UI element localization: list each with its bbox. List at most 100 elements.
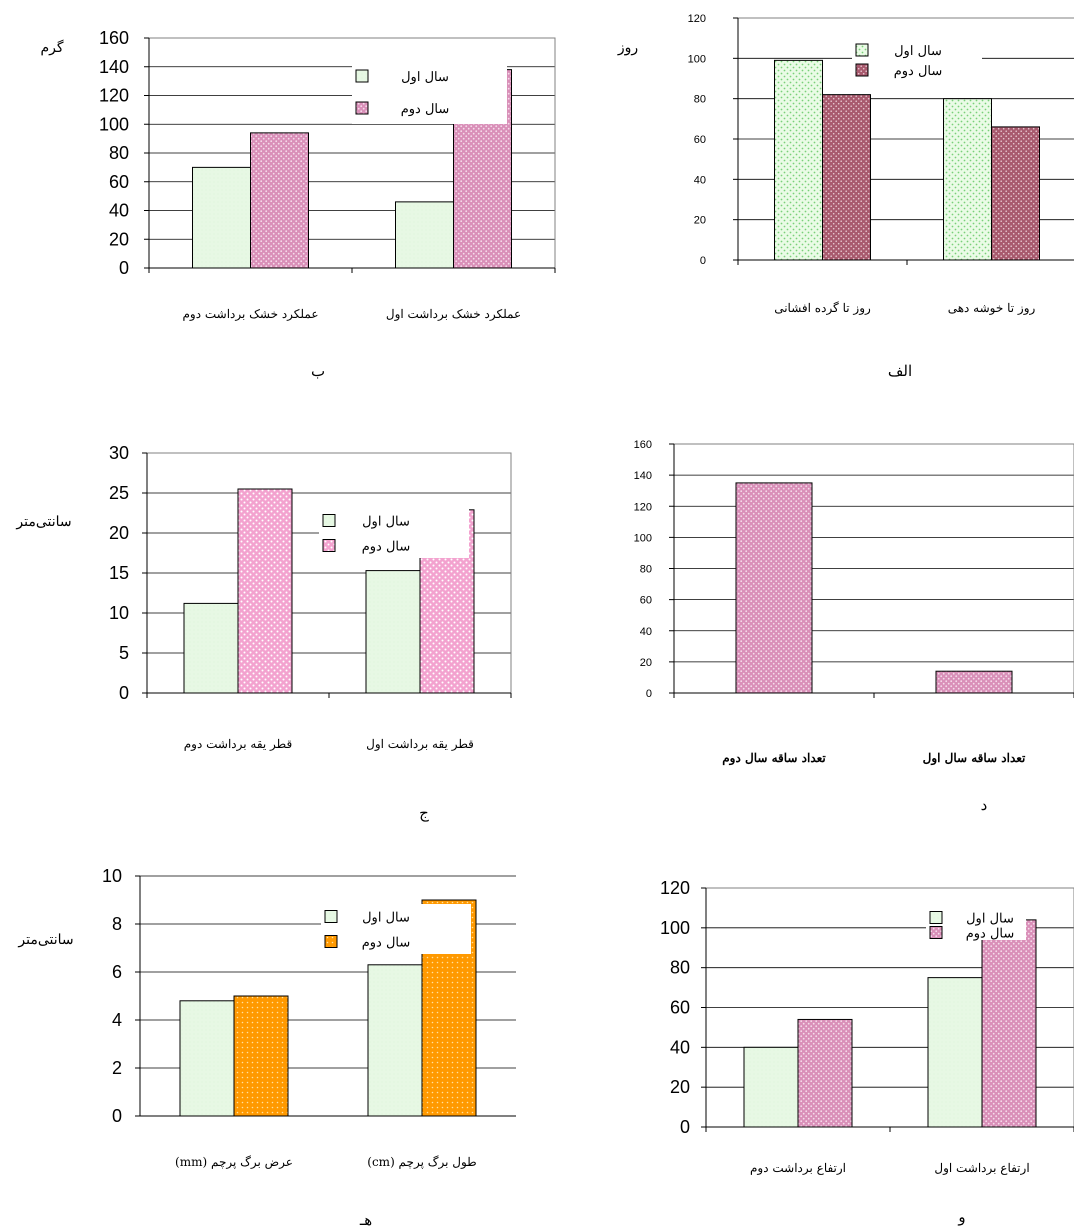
bar-vav-0-0 bbox=[743, 1046, 799, 1128]
y-tick-label: 30 bbox=[109, 443, 129, 463]
bar-he-0-0 bbox=[179, 1000, 235, 1117]
y-tick-label: 40 bbox=[670, 1037, 690, 1057]
y-tick-label: 20 bbox=[640, 657, 652, 669]
x-category-label: روز تا گرده افشانی bbox=[774, 301, 871, 315]
legend-label: سال دوم bbox=[362, 936, 411, 951]
legend-swatch bbox=[322, 539, 336, 552]
chart-vav: 0 20 40 60 80 100 120 ارتفاع برداشت دوم ارتفاع ب… bbox=[660, 878, 1074, 1226]
y-tick-label: 60 bbox=[694, 134, 706, 146]
panel-letter: الف bbox=[888, 362, 912, 380]
y-tick-label: 100 bbox=[99, 114, 129, 134]
y-tick-label: 0 bbox=[700, 255, 706, 267]
y-tick-label: 100 bbox=[688, 53, 706, 65]
y-tick-label: 60 bbox=[109, 172, 129, 192]
legend-box bbox=[352, 60, 507, 124]
chart-he: 0 2 4 6 8 10 عرض برگ پرچم (mm) طول برگ پرچم (cm… bbox=[17, 866, 516, 1229]
legend-label: سال دوم bbox=[401, 102, 450, 117]
legend-swatch bbox=[929, 911, 943, 924]
y-tick-label: 40 bbox=[640, 626, 652, 638]
x-category-label: قطر یقه برداشت دوم bbox=[184, 737, 293, 751]
unit-label: سانتی‌متر bbox=[15, 514, 71, 530]
legend-label: سال دوم bbox=[966, 927, 1015, 942]
legend-box bbox=[319, 508, 469, 558]
bar-jim-0-0 bbox=[183, 602, 239, 694]
legend-label: سال دوم bbox=[362, 540, 411, 555]
x-category-label: روز تا خوشه دهی bbox=[948, 301, 1036, 315]
bar-he-0-1 bbox=[233, 995, 289, 1117]
bar-be-0-0 bbox=[192, 166, 251, 269]
y-tick-label: 0 bbox=[646, 688, 652, 700]
y-tick-label: 6 bbox=[112, 962, 122, 982]
legend-box bbox=[321, 904, 471, 954]
y-tick-label: 40 bbox=[694, 174, 706, 186]
y-tick-label: 100 bbox=[634, 532, 652, 544]
x-category-label: عملکرد خشک برداشت اول bbox=[386, 307, 521, 321]
y-tick-label: 80 bbox=[640, 564, 652, 576]
y-tick-label: 25 bbox=[109, 483, 129, 503]
y-tick-label: 80 bbox=[109, 143, 129, 163]
bar-jim-1-0 bbox=[365, 570, 421, 694]
bar-alef-1-1 bbox=[991, 126, 1040, 261]
bar-alef-1-0 bbox=[943, 98, 992, 261]
y-tick-label: 20 bbox=[109, 523, 129, 543]
x-category-label: تعداد ساقه سال اول bbox=[923, 751, 1026, 766]
bar-be-1-0 bbox=[395, 201, 454, 269]
bar-be-0-1 bbox=[250, 132, 309, 269]
legend-label: سال اول bbox=[362, 515, 410, 530]
x-category-label: عرض برگ پرچم (mm) bbox=[175, 1155, 293, 1169]
y-tick-label: 60 bbox=[640, 595, 652, 607]
unit-label: گرم bbox=[40, 39, 63, 56]
y-tick-label: 15 bbox=[109, 563, 129, 583]
bar-he-1-0 bbox=[367, 964, 423, 1117]
panel-letter: ج bbox=[419, 804, 429, 822]
legend-swatch bbox=[324, 935, 338, 948]
y-tick-label: 20 bbox=[694, 215, 706, 227]
y-tick-label: 20 bbox=[670, 1077, 690, 1097]
bar-dal-0-0 bbox=[735, 482, 813, 694]
legend-label: سال اول bbox=[966, 912, 1014, 927]
y-tick-label: 20 bbox=[109, 229, 129, 249]
x-category-label: عملکرد خشک برداشت دوم bbox=[182, 307, 318, 321]
legend-swatch bbox=[929, 926, 943, 939]
y-tick-label: 160 bbox=[634, 439, 652, 451]
panel-letter: د bbox=[981, 796, 988, 814]
y-tick-label: 40 bbox=[109, 201, 129, 221]
y-tick-label: 120 bbox=[634, 501, 652, 513]
bar-alef-0-1 bbox=[822, 94, 871, 261]
x-category-label: ارتفاع برداشت دوم bbox=[750, 1161, 846, 1175]
y-tick-label: 120 bbox=[99, 86, 129, 106]
y-tick-label: 4 bbox=[112, 1010, 122, 1030]
y-tick-label: 0 bbox=[680, 1117, 690, 1137]
y-tick-label: 10 bbox=[102, 866, 122, 886]
y-tick-label: 120 bbox=[688, 13, 706, 25]
legend-label: سال دوم bbox=[894, 64, 943, 79]
y-tick-label: 80 bbox=[694, 94, 706, 106]
y-tick-label: 8 bbox=[112, 914, 122, 934]
legend-label: سال اول bbox=[362, 911, 410, 926]
legend-swatch bbox=[355, 101, 369, 115]
legend-label: سال اول bbox=[894, 44, 942, 59]
chart-be: 0 20 40 60 80 100 120 140 160 عملکرد خشک برداشت د… bbox=[40, 28, 556, 380]
legend-label: سال اول bbox=[401, 70, 449, 85]
panel-letter: ب bbox=[311, 362, 325, 380]
x-category-label: طول برگ پرچم (cm) bbox=[367, 1155, 476, 1169]
bar-vav-1-0 bbox=[927, 977, 983, 1128]
y-tick-label: 160 bbox=[99, 28, 129, 48]
legend-box bbox=[926, 910, 1026, 940]
bar-jim-0-1 bbox=[237, 488, 293, 694]
unit-label: روز bbox=[617, 40, 638, 56]
y-tick-label: 100 bbox=[660, 918, 690, 938]
chart-jim: 0 5 10 15 20 25 30 قطر یقه برداشت دوم قطر یقه بر… bbox=[15, 443, 512, 822]
unit-label: سانتی‌متر bbox=[17, 932, 73, 948]
y-tick-label: 140 bbox=[634, 470, 652, 482]
y-tick-label: 0 bbox=[119, 683, 129, 703]
y-tick-label: 10 bbox=[109, 603, 129, 623]
x-category-label: ارتفاع برداشت اول bbox=[934, 1161, 1029, 1175]
y-tick-label: 0 bbox=[112, 1106, 122, 1126]
legend-swatch bbox=[855, 43, 869, 57]
chart-alef: 0 20 40 60 80 100 120 روز تا گرده افشانی روز تا … bbox=[617, 13, 1074, 380]
legend-swatch bbox=[322, 514, 336, 527]
x-category-label: قطر یقه برداشت اول bbox=[366, 737, 474, 751]
legend-swatch bbox=[355, 69, 369, 83]
